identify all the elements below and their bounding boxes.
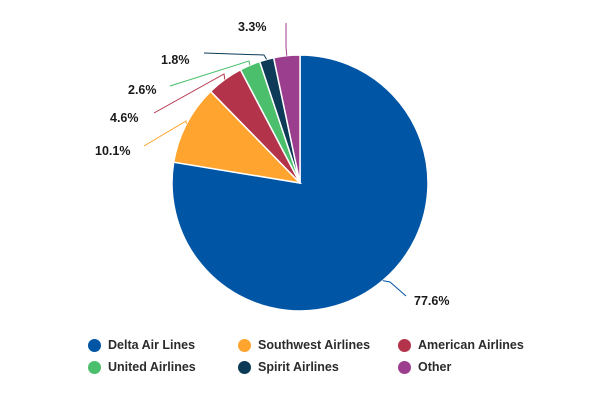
pie-slice-southwest xyxy=(172,90,303,185)
legend-item-delta: Delta Air Lines xyxy=(88,338,238,352)
legend-item-american: American Airlines xyxy=(398,338,538,352)
legend-item-spirit: Spirit Airlines xyxy=(238,360,398,374)
legend-swatch-other xyxy=(398,360,411,374)
legend-item-united: United Airlines xyxy=(88,360,238,374)
value-label-spirit: 1.8% xyxy=(161,53,190,67)
leader-line-american xyxy=(153,73,226,114)
legend-label-united: United Airlines xyxy=(108,360,196,374)
legend-label-spirit: Spirit Airlines xyxy=(258,360,339,374)
legend-swatch-american xyxy=(398,338,411,352)
leader-line-united xyxy=(169,60,251,87)
legend-swatch-delta xyxy=(88,338,101,352)
legend-swatch-southwest xyxy=(238,338,251,352)
pie-slice-delta xyxy=(171,54,429,312)
legend-item-southwest: Southwest Airlines xyxy=(238,338,398,352)
legend-label-american: American Airlines xyxy=(418,338,524,352)
pie-slices xyxy=(171,54,429,312)
legend-swatch-spirit xyxy=(238,360,251,374)
value-label-delta: 77.6% xyxy=(414,294,449,308)
pie-value-labels: 77.6% 10.1% 4.6% 2.6% 1.8% 3.3% xyxy=(95,20,449,308)
leader-line-delta xyxy=(382,280,407,297)
legend: Delta Air Lines Southwest Airlines Ameri… xyxy=(88,338,528,374)
legend-swatch-united xyxy=(88,360,101,374)
value-label-united: 2.6% xyxy=(128,83,157,97)
legend-label-delta: Delta Air Lines xyxy=(108,338,196,352)
leader-line-spirit xyxy=(203,52,268,60)
value-label-american: 4.6% xyxy=(110,111,139,125)
legend-label-other: Other xyxy=(418,360,452,374)
value-label-other: 3.3% xyxy=(238,20,267,34)
leader-line-other xyxy=(285,23,288,56)
leader-line-southwest xyxy=(143,120,187,147)
leader-lines xyxy=(143,23,407,297)
legend-label-southwest: Southwest Airlines xyxy=(258,338,371,352)
legend-item-other: Other xyxy=(398,360,538,374)
value-label-southwest: 10.1% xyxy=(95,144,130,158)
